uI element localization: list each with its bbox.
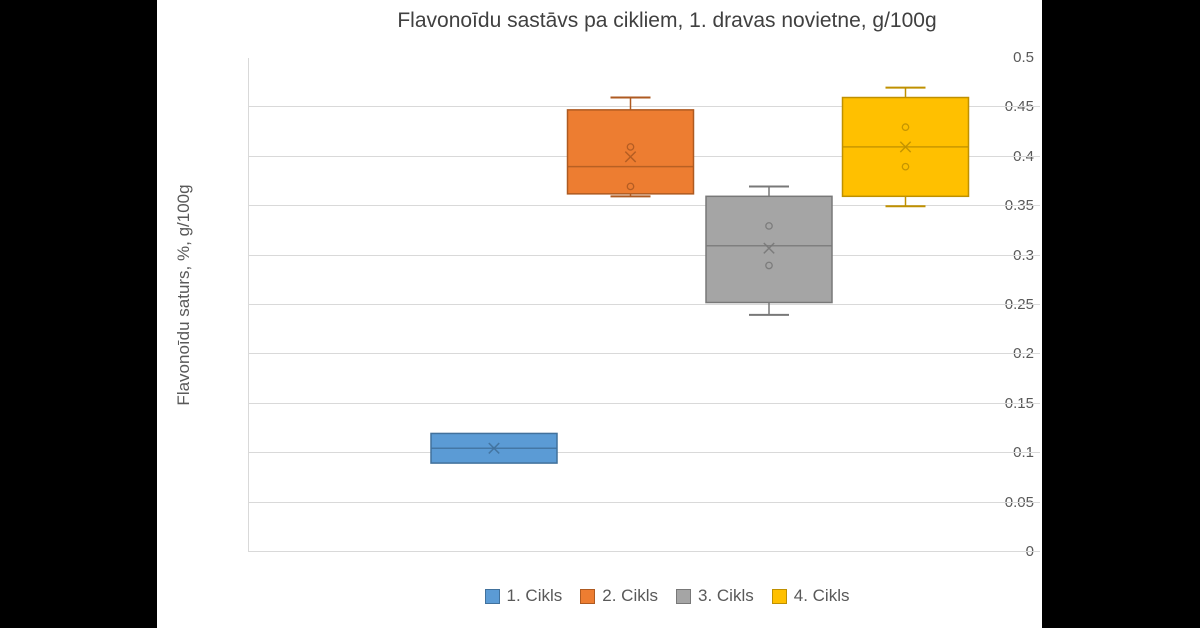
legend-swatch-1-cikls (484, 588, 500, 604)
box-2-cikls (566, 109, 695, 195)
legend-item-3-cikls: 3. Cikls (676, 586, 754, 606)
legend-label-3-cikls: 3. Cikls (698, 586, 754, 605)
data-point-3-cikls-0 (765, 261, 773, 270)
mean-marker-2-cikls (624, 151, 637, 163)
chart-card: Flavonoīdu sastāvs pa cikliem, 1. dravas… (157, 0, 1042, 628)
legend-item-4-cikls: 4. Cikls (771, 586, 850, 606)
data-point-4-cikls-0 (901, 162, 910, 171)
y-axis-title: Flavonoīdu saturs, %, g/100g (174, 184, 193, 406)
data-point-4-cikls-1 (901, 123, 910, 132)
legend-swatch-4-cikls (771, 588, 787, 604)
legend-label-1-cikls: 1. Cikls (506, 586, 563, 605)
data-point-2-cikls-1 (626, 143, 635, 151)
legend-swatch-3-cikls (676, 588, 691, 604)
legend-item-1-cikls: 1. Cikls (484, 586, 563, 606)
legend-label-4-cikls: 4. Cikls (793, 586, 850, 605)
mean-marker-1-cikls (488, 442, 500, 454)
mean-marker-4-cikls (899, 141, 912, 153)
legend-item-2-cikls: 2. Cikls (580, 586, 658, 606)
legend-label-2-cikls: 2. Cikls (602, 586, 658, 605)
legend: 1. Cikls 2. Cikls 3. Cikls 4. Cikls (292, 583, 1042, 609)
chart-title: Flavonoīdu sastāvs pa cikliem, 1. dravas… (397, 9, 937, 32)
data-point-3-cikls-1 (765, 222, 773, 230)
boxplot-svg (248, 57, 1040, 552)
plot-area (248, 57, 1040, 552)
box-3-cikls (705, 195, 833, 304)
mean-marker-3-cikls (763, 242, 775, 254)
legend-swatch-2-cikls (580, 588, 596, 604)
data-point-2-cikls-0 (626, 182, 635, 191)
